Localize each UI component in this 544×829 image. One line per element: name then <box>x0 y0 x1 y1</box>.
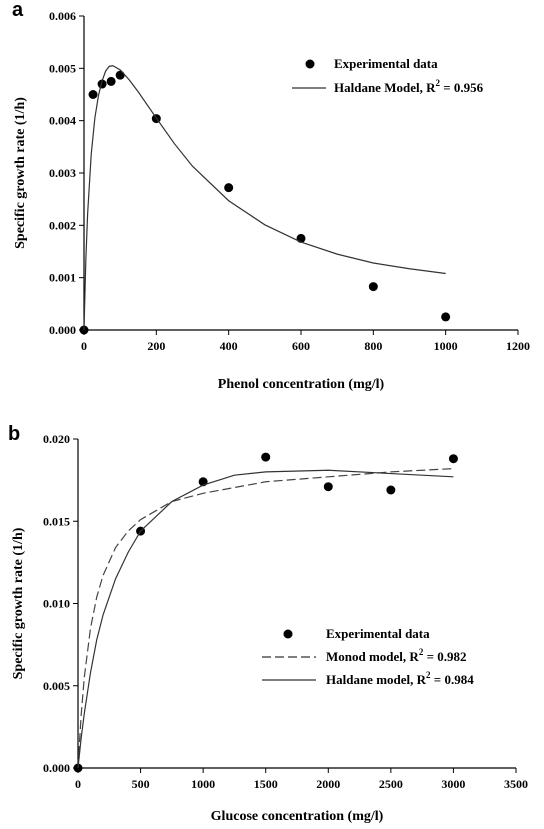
legend-label-tail: = 0.956 <box>440 80 484 95</box>
series-line-monod <box>77 468 454 769</box>
legend-label-superscript: 2 <box>419 647 424 657</box>
data-point <box>106 76 116 86</box>
legend-label-superscript: 2 <box>435 78 440 88</box>
data-point <box>323 482 333 492</box>
data-point <box>368 282 378 292</box>
legend-label: Haldane Model, R2 = 0.956 <box>334 78 484 95</box>
legend-label: Haldane model, R2 = 0.984 <box>326 670 474 687</box>
data-point <box>448 454 458 464</box>
y-tick-label: 0.000 <box>43 761 70 775</box>
panel-label: b <box>8 423 20 445</box>
x-tick-label: 400 <box>220 339 238 353</box>
chart-panel-b: b 0 500 1000 1500 2000 2500 3000 3500 0.000 0.005 0… <box>8 423 528 824</box>
x-tick-label: 1500 <box>254 777 278 791</box>
legend-label: Monod model, R2 = 0.982 <box>326 647 466 664</box>
legend-label-main: Haldane model, R <box>326 672 427 687</box>
y-tick-label: 0.005 <box>49 61 76 75</box>
data-point <box>224 183 234 193</box>
x-tick-label: 1000 <box>191 777 215 791</box>
legend-label-tail: = 0.984 <box>431 672 475 687</box>
y-tick-label: 0.004 <box>49 114 76 128</box>
data-point <box>88 90 98 99</box>
y-tick-label: 0.005 <box>43 679 70 693</box>
y-tick-label: 0.003 <box>49 166 76 180</box>
y-tick-label: 0.006 <box>49 9 76 23</box>
x-tick-label: 3000 <box>441 777 465 791</box>
x-axis-label: Glucose concentration (mg/l) <box>211 809 384 824</box>
x-tick-label: 200 <box>147 339 165 353</box>
y-axis-label: Specific growth rate (1/h) <box>11 527 26 679</box>
chart-panel-a: a 0 200 400 600 800 1000 1200 0.000 0.001 0.002 0.0… <box>12 0 530 392</box>
y-axis-label: Specific growth rate (1/h) <box>13 97 28 249</box>
x-tick-label: 0 <box>75 777 81 791</box>
series-line-haldane <box>83 65 446 331</box>
x-tick-label: 2000 <box>316 777 340 791</box>
legend-label-superscript: 2 <box>426 670 431 680</box>
legend: Experimental data Haldane Model, R2 = 0.9… <box>292 56 484 95</box>
data-point <box>97 79 107 89</box>
legend-marker <box>305 59 315 69</box>
data-point <box>386 485 396 495</box>
y-tick-label: 0.002 <box>49 218 76 232</box>
legend-label: Experimental data <box>326 626 430 641</box>
x-tick-label: 3500 <box>504 777 528 791</box>
x-tick-label: 800 <box>364 339 382 353</box>
data-point <box>115 70 125 80</box>
legend-label-main: Haldane Model, R <box>334 80 436 95</box>
x-tick-label: 500 <box>132 777 150 791</box>
legend-marker <box>283 629 293 639</box>
x-axis-label: Phenol concentration (mg/l) <box>218 377 385 392</box>
legend-label-tail: = 0.982 <box>423 649 466 664</box>
legend-label: Experimental data <box>334 56 438 71</box>
y-tick-label: 0.020 <box>43 432 70 446</box>
data-point <box>261 452 271 462</box>
series-line-haldane <box>77 469 454 769</box>
x-tick-label: 0 <box>81 339 87 353</box>
x-tick-label: 2500 <box>379 777 403 791</box>
data-point <box>441 312 451 322</box>
y-tick-label: 0.015 <box>43 514 70 528</box>
x-tick-label: 1000 <box>434 339 458 353</box>
y-tick-label: 0.010 <box>43 597 70 611</box>
y-tick-label: 0.000 <box>49 323 76 337</box>
legend-label-main: Monod model, R <box>326 649 419 664</box>
x-tick-label: 1200 <box>506 339 530 353</box>
y-tick-label: 0.001 <box>49 271 76 285</box>
panel-label: a <box>12 0 24 21</box>
x-tick-label: 600 <box>292 339 310 353</box>
